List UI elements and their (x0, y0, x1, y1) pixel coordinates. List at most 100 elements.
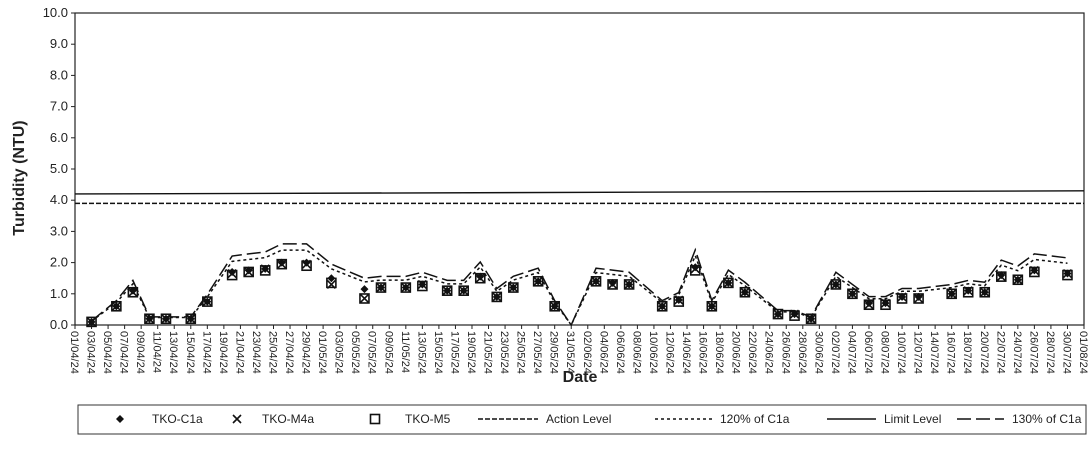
y-tick-label: 3.0 (50, 223, 68, 238)
x-tick-label: 13/04/24 (167, 331, 179, 374)
x-tick-label: 02/06/24 (581, 331, 593, 374)
x-tick-label: 07/05/24 (366, 331, 378, 374)
y-tick-label: 6.0 (50, 130, 68, 145)
x-tick-label: 12/07/24 (912, 331, 924, 374)
marker-cross (376, 282, 386, 293)
marker-square (144, 313, 155, 325)
x-tick-label: 07/04/24 (118, 331, 130, 374)
x-tick-label: 27/04/24 (283, 331, 295, 374)
marker-diamond (277, 258, 286, 267)
x-tick-label: 25/04/24 (266, 331, 278, 374)
marker-cross (459, 286, 469, 296)
marker-square (259, 265, 271, 276)
x-tick-label: 03/05/24 (333, 331, 345, 374)
x-tick-label: 02/07/24 (829, 331, 841, 374)
marker-square (805, 313, 817, 325)
marker-square (127, 286, 139, 298)
x-tick-label: 03/04/24 (85, 331, 97, 374)
x-tick-label: 10/06/24 (647, 331, 659, 374)
marker-cross (277, 259, 287, 269)
marker-cross (657, 301, 667, 311)
y-tick-label: 2.0 (50, 255, 68, 270)
x-tick-label: 17/04/24 (200, 331, 212, 374)
marker-square (607, 279, 618, 290)
x-tick-label: 09/05/24 (382, 331, 394, 374)
x-tick-label: 04/06/24 (597, 331, 609, 374)
marker-square (417, 280, 428, 292)
marker-diamond (608, 278, 617, 287)
marker-square (185, 313, 197, 325)
y-tick-label: 9.0 (50, 36, 68, 51)
marker-square (863, 299, 875, 311)
x-tick-label: 23/04/24 (250, 331, 262, 374)
legend-label: 120% of C1a (720, 412, 790, 426)
x-tick-label: 26/07/24 (1027, 331, 1039, 374)
y-tick-label: 0.0 (50, 317, 68, 332)
y-tick-label: 7.0 (50, 99, 68, 114)
marker-square (369, 413, 381, 425)
marker-cross (624, 279, 634, 290)
x-tick-label: 01/04/24 (68, 331, 80, 374)
x-tick-label: 18/06/24 (713, 331, 725, 374)
marker-cross (831, 279, 841, 290)
series-line (91, 249, 1068, 327)
marker-cross (508, 282, 518, 293)
x-tick-label: 29/05/24 (548, 331, 560, 374)
x-tick-label: 21/05/24 (482, 331, 494, 374)
marker-cross (442, 286, 452, 296)
marker-square (946, 288, 957, 300)
x-tick-label: 05/04/24 (101, 331, 113, 374)
marker-cross (359, 293, 370, 304)
marker-square (913, 293, 924, 304)
marker-cross (996, 272, 1006, 282)
x-tick-label: 12/06/24 (663, 331, 675, 374)
x-tick-label: 27/05/24 (531, 331, 543, 374)
x-tick-label: 23/05/24 (498, 331, 510, 374)
x-tick-label: 22/06/24 (746, 331, 758, 374)
series-line (91, 243, 1068, 327)
x-tick-label: 28/07/24 (1044, 331, 1056, 374)
x-tick-label: 11/04/24 (151, 331, 163, 373)
x-tick-label: 16/06/24 (697, 331, 709, 374)
x-tick-label: 09/04/24 (134, 331, 146, 374)
marker-square (673, 296, 685, 307)
x-tick-label: 06/07/24 (862, 331, 874, 374)
x-tick-label: 19/04/24 (217, 331, 229, 374)
marker-square (441, 285, 453, 296)
marker-cross (144, 314, 154, 324)
marker-square (1029, 266, 1040, 278)
marker-square (508, 282, 519, 293)
marker-diamond (244, 266, 253, 275)
x-tick-label: 04/07/24 (845, 331, 857, 374)
x-tick-label: 24/07/24 (1011, 331, 1023, 374)
marker-cross (723, 278, 733, 288)
marker-square (474, 272, 486, 284)
marker-square (400, 282, 412, 293)
y-tick-label: 4.0 (50, 192, 68, 207)
x-tick-label: 20/06/24 (730, 331, 742, 374)
series-line (74, 190, 1085, 195)
marker-square (491, 291, 503, 303)
marker-diamond (302, 258, 311, 267)
legend-label: TKO-C1a (152, 412, 203, 426)
marker-square (995, 271, 1007, 282)
marker-square (880, 299, 891, 311)
marker-square (656, 300, 668, 312)
marker-cross (864, 300, 874, 310)
marker-diamond (914, 292, 923, 301)
marker-square (590, 276, 602, 287)
x-tick-label: 15/04/24 (184, 331, 196, 374)
marker-cross (980, 287, 990, 297)
marker-cross (608, 279, 618, 290)
y-axis-title: Turbidity (NTU) (11, 120, 28, 235)
marker-square (301, 260, 312, 272)
x-tick-label: 10/07/24 (895, 331, 907, 374)
marker-square (160, 313, 172, 325)
x-tick-label: 25/05/24 (515, 331, 527, 374)
x-tick-label: 17/05/24 (448, 331, 460, 374)
marker-square (243, 266, 254, 278)
marker-cross (947, 289, 957, 299)
x-tick-label: 19/05/24 (465, 331, 477, 374)
